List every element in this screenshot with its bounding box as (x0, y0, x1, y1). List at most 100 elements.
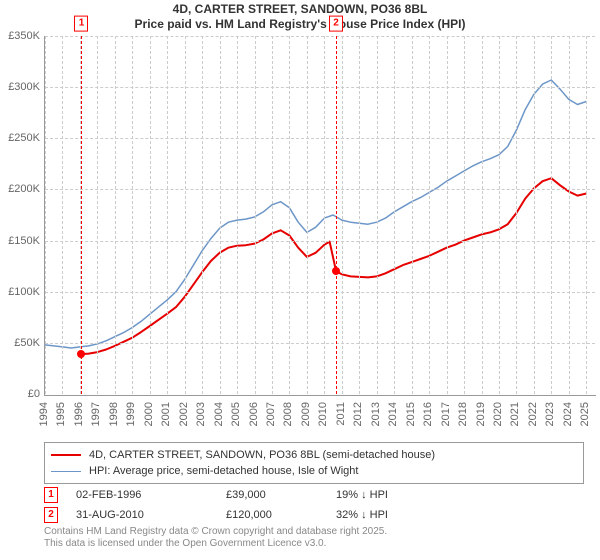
y-tick-label: £300K (8, 81, 40, 93)
x-tick-label: 2013 (370, 402, 382, 426)
x-tick-label: 2018 (457, 402, 469, 426)
x-tick-label: 2011 (335, 402, 347, 426)
x-tick-label: 1997 (90, 402, 102, 426)
y-tick-label: £100K (8, 286, 40, 298)
x-tick-label: 2025 (579, 402, 591, 426)
sale-marker-2: 2 (44, 507, 58, 523)
legend-swatch (51, 471, 81, 472)
legend-label: HPI: Average price, semi-detached house,… (89, 465, 358, 477)
x-tick-label: 2005 (230, 402, 242, 426)
sale-marker-vline (81, 36, 82, 394)
y-tick-label: £200K (8, 183, 40, 195)
v-gridline (534, 36, 535, 394)
y-tick-label: £250K (8, 132, 40, 144)
v-gridline (167, 36, 168, 394)
sale-marker-vline (336, 36, 337, 394)
x-tick-label: 2001 (160, 402, 172, 426)
x-tick-label: 2017 (440, 402, 452, 426)
legend-row: HPI: Average price, semi-detached house,… (51, 463, 577, 479)
chart-container: 4D, CARTER STREET, SANDOWN, PO36 8BL Pri… (0, 0, 600, 560)
sale-marker-1: 1 (44, 487, 58, 503)
v-gridline (342, 36, 343, 394)
h-gridline (45, 87, 595, 88)
h-gridline (45, 189, 595, 190)
x-tick-label: 2007 (265, 402, 277, 426)
x-tick-label: 2012 (352, 402, 364, 426)
sale-marker-dot (77, 350, 85, 358)
chart-area: £0£50K£100K£150K£200K£250K£300K£350K 12 … (0, 36, 600, 436)
legend: 4D, CARTER STREET, SANDOWN, PO36 8BL (se… (44, 442, 584, 484)
x-tick-label: 2020 (492, 402, 504, 426)
y-axis: £0£50K£100K£150K£200K£250K£300K£350K (0, 36, 44, 396)
title-address: 4D, CARTER STREET, SANDOWN, PO36 8BL (0, 2, 600, 16)
legend-row: 4D, CARTER STREET, SANDOWN, PO36 8BL (se… (51, 447, 577, 463)
x-tick-label: 2009 (300, 402, 312, 426)
sale-delta-1: 19% ↓ HPI (336, 489, 388, 501)
v-gridline (482, 36, 483, 394)
v-gridline (516, 36, 517, 394)
v-gridline (429, 36, 430, 394)
v-gridline (255, 36, 256, 394)
y-tick-label: £50K (14, 337, 40, 349)
v-gridline (324, 36, 325, 394)
v-gridline (289, 36, 290, 394)
h-gridline (45, 241, 595, 242)
h-gridline (45, 36, 595, 37)
title-block: 4D, CARTER STREET, SANDOWN, PO36 8BL Pri… (0, 0, 600, 31)
x-tick-label: 2015 (405, 402, 417, 426)
x-tick-label: 2023 (544, 402, 556, 426)
v-gridline (464, 36, 465, 394)
v-gridline (202, 36, 203, 394)
v-gridline (185, 36, 186, 394)
sale-marker-box: 2 (329, 16, 343, 32)
sale-date-1: 02-FEB-1996 (76, 489, 226, 501)
x-tick-label: 2008 (282, 402, 294, 426)
x-tick-label: 2004 (213, 402, 225, 426)
h-gridline (45, 343, 595, 344)
sale-price-1: £39,000 (226, 489, 336, 501)
v-gridline (377, 36, 378, 394)
y-tick-label: £150K (8, 235, 40, 247)
sale-date-2: 31-AUG-2010 (76, 509, 226, 521)
x-axis: 1994199519961997199819992000200120022003… (44, 396, 596, 436)
v-gridline (115, 36, 116, 394)
sale-marker-dot (332, 267, 340, 275)
x-tick-label: 2014 (387, 402, 399, 426)
v-gridline (586, 36, 587, 394)
legend-label: 4D, CARTER STREET, SANDOWN, PO36 8BL (se… (89, 449, 435, 461)
v-gridline (150, 36, 151, 394)
x-tick-label: 1994 (38, 402, 50, 426)
v-gridline (412, 36, 413, 394)
series-price_paid (82, 178, 587, 354)
series-hpi (45, 80, 586, 348)
x-tick-label: 1996 (73, 402, 85, 426)
sale-row-2: 2 31-AUG-2010 £120,000 32% ↓ HPI (44, 506, 584, 524)
x-tick-label: 1999 (125, 402, 137, 426)
v-gridline (45, 36, 46, 394)
x-tick-label: 2000 (143, 402, 155, 426)
v-gridline (62, 36, 63, 394)
title-subtitle: Price paid vs. HM Land Registry's House … (0, 17, 600, 31)
x-tick-label: 2024 (562, 402, 574, 426)
y-tick-label: £350K (8, 30, 40, 42)
sale-row-1: 1 02-FEB-1996 £39,000 19% ↓ HPI (44, 486, 584, 504)
v-gridline (237, 36, 238, 394)
v-gridline (394, 36, 395, 394)
footer-line2: This data is licensed under the Open Gov… (44, 538, 584, 550)
v-gridline (272, 36, 273, 394)
y-tick-label: £0 (28, 388, 40, 400)
x-tick-label: 2003 (195, 402, 207, 426)
sale-price-2: £120,000 (226, 509, 336, 521)
line-svg (45, 36, 595, 394)
x-tick-label: 2006 (248, 402, 260, 426)
plot-area: 12 (44, 36, 596, 396)
x-tick-label: 2010 (317, 402, 329, 426)
footer: Contains HM Land Registry data © Crown c… (44, 526, 584, 550)
v-gridline (220, 36, 221, 394)
v-gridline (97, 36, 98, 394)
v-gridline (551, 36, 552, 394)
v-gridline (132, 36, 133, 394)
sale-delta-2: 32% ↓ HPI (336, 509, 388, 521)
x-tick-label: 2016 (422, 402, 434, 426)
v-gridline (569, 36, 570, 394)
